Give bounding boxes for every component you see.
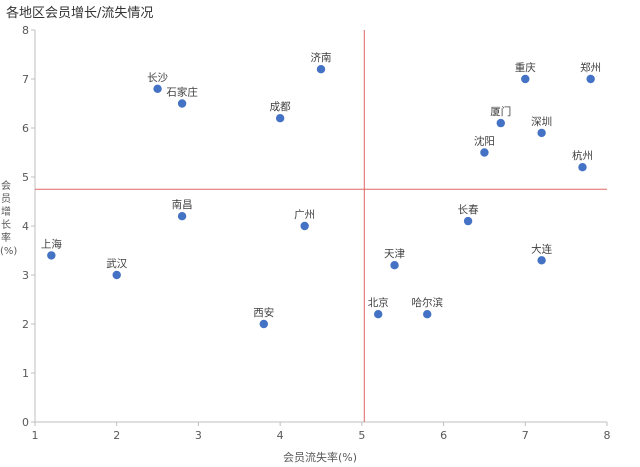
y-tick-label: 0 xyxy=(22,416,29,429)
x-tick-label: 6 xyxy=(440,429,447,442)
data-point-label: 深圳 xyxy=(531,116,552,128)
data-point xyxy=(390,261,399,270)
data-point xyxy=(259,319,268,329)
data-point xyxy=(480,148,489,157)
y-axis-label: 会员增长率(%) xyxy=(0,181,18,257)
y-tick-label: 8 xyxy=(22,24,29,37)
data-point-label: 长沙 xyxy=(147,72,168,84)
x-tick-label: 8 xyxy=(604,429,611,442)
x-tick-label: 1 xyxy=(32,429,39,442)
data-point xyxy=(300,221,309,231)
data-point-label: 济南 xyxy=(311,51,332,64)
data-point-label: 武汉 xyxy=(106,257,127,270)
data-point-label: 杭州 xyxy=(572,149,593,162)
y-tick-label: 6 xyxy=(22,122,29,135)
data-point xyxy=(47,251,56,260)
x-tick-label: 2 xyxy=(113,429,120,442)
data-point-label: 南昌 xyxy=(172,198,193,211)
x-tick-label: 4 xyxy=(277,429,284,442)
data-point xyxy=(537,128,546,138)
data-point xyxy=(374,310,383,319)
x-axis-label: 会员流失率(%) xyxy=(282,451,358,464)
data-point xyxy=(112,270,121,280)
data-point-label: 沈阳 xyxy=(474,135,495,148)
data-point xyxy=(496,118,505,128)
data-point-label: 北京 xyxy=(368,296,389,309)
data-point xyxy=(423,310,432,319)
data-point xyxy=(578,163,587,172)
data-point-label: 厦门 xyxy=(490,105,511,118)
data-point xyxy=(177,99,187,108)
data-point xyxy=(537,256,546,265)
data-point-label: 广州 xyxy=(294,209,315,221)
data-point-label: 上海 xyxy=(41,237,62,250)
data-point-label: 石家庄 xyxy=(166,86,198,99)
data-point-label: 天津 xyxy=(384,248,405,260)
data-point-label: 重庆 xyxy=(515,61,536,74)
data-point xyxy=(316,65,326,74)
y-tick-label: 7 xyxy=(22,73,29,86)
data-point-label: 大连 xyxy=(531,242,552,255)
y-tick-label: 1 xyxy=(22,367,29,380)
data-point xyxy=(275,114,285,123)
data-point-label: 郑州 xyxy=(580,61,601,74)
y-tick-label: 3 xyxy=(22,269,29,282)
data-point xyxy=(521,74,530,84)
x-tick-label: 5 xyxy=(358,429,365,442)
data-point-label: 哈尔滨 xyxy=(411,296,443,309)
y-tick-label: 2 xyxy=(22,318,29,331)
data-point-label: 长春 xyxy=(458,204,479,216)
data-point xyxy=(586,74,595,84)
x-tick-label: 3 xyxy=(195,429,202,442)
y-tick-label: 5 xyxy=(22,171,29,184)
x-tick-label: 7 xyxy=(522,429,529,442)
data-point xyxy=(177,212,187,221)
data-point-label: 成都 xyxy=(270,101,291,113)
y-tick-label: 4 xyxy=(22,220,29,233)
chart-title: 各地区会员增长/流失情况 xyxy=(6,6,154,21)
data-point xyxy=(153,84,162,94)
data-point xyxy=(463,216,473,226)
data-point-label: 西安 xyxy=(253,306,274,319)
